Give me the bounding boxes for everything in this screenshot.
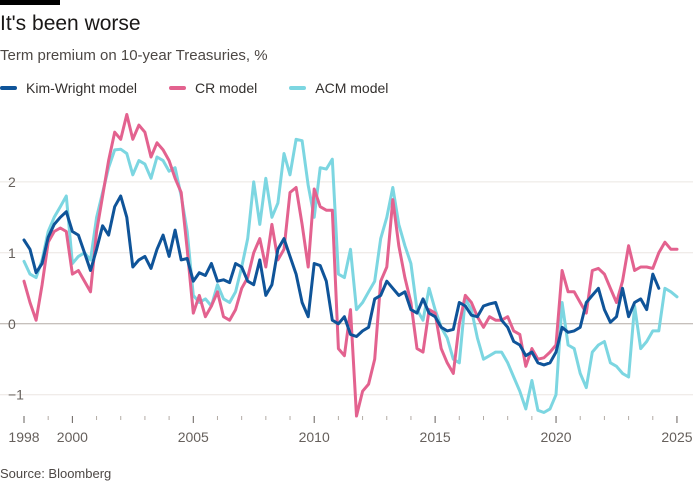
legend-label-cr: CR model [195,80,258,96]
chart-subtitle: Term premium on 10-year Treasuries, % [0,47,268,64]
legend-item-kim-wright: Kim-Wright model [0,80,137,96]
x-tick-label: 2020 [540,429,571,445]
x-tick-label: 2005 [178,429,209,445]
chart-title: It's been worse [0,12,141,35]
legend-swatch-cr [169,86,186,90]
y-tick-label: 2 [8,174,16,190]
legend-item-cr: CR model [169,80,257,96]
x-tick-label: 2015 [420,429,451,445]
x-tick-label: 1998 [8,429,39,445]
chart-legend: Kim-Wright model CR model ACM model [0,80,420,96]
series-lines [22,113,679,418]
source-note: Source: Bloomberg [0,466,112,481]
y-tick-label: 1 [8,245,16,261]
brand-top-bar [0,0,60,5]
series-line-acm [22,137,679,414]
legend-label-kim-wright: Kim-Wright model [26,80,137,96]
y-axis: 2 1 0 −1 [8,174,24,403]
series-line-cr [22,113,679,418]
legend-swatch-kim-wright [0,86,17,90]
series-line-kim-wright [22,194,661,367]
x-axis: 1998 2000 2005 2010 2015 2020 2025 [8,416,693,445]
y-tick-label: 0 [8,316,16,332]
x-tick-label: 2010 [299,429,330,445]
legend-swatch-acm [289,86,307,90]
y-tick-label: −1 [8,387,24,403]
x-tick-label: 2000 [57,429,88,445]
legend-item-acm: ACM model [289,80,388,96]
legend-label-acm: ACM model [315,80,389,96]
x-tick-label: 2025 [661,429,692,445]
